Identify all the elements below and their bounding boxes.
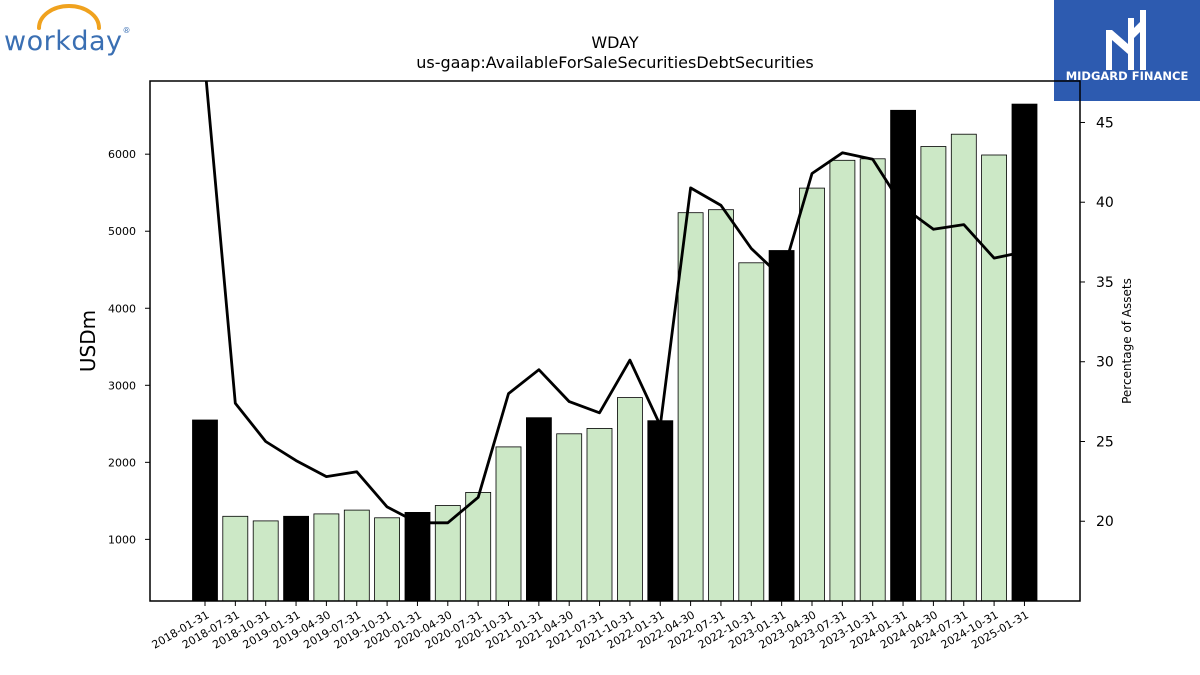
workday-registered-mark: ® bbox=[122, 26, 132, 35]
bar bbox=[465, 491, 492, 602]
bar bbox=[677, 212, 704, 602]
y-tick-label: 1000 bbox=[108, 533, 136, 546]
bar bbox=[404, 512, 431, 602]
y2-axis-label: Percentage of Assets bbox=[1120, 278, 1134, 404]
bar bbox=[920, 146, 947, 602]
y2-tick-label: 30 bbox=[1096, 355, 1114, 371]
y-tick-label: 6000 bbox=[108, 148, 136, 161]
workday-arc-icon bbox=[37, 4, 101, 30]
y2-tick-label: 20 bbox=[1096, 514, 1114, 530]
bar bbox=[283, 515, 310, 602]
left-axis: 1000 2000 3000 4000 5000 6000 bbox=[108, 148, 150, 546]
bar bbox=[950, 133, 977, 602]
percentage-line bbox=[204, 81, 1025, 525]
bar bbox=[617, 397, 643, 602]
midgard-monogram-icon bbox=[1106, 10, 1146, 70]
y-axis-label: USDm bbox=[76, 310, 100, 372]
bar bbox=[859, 158, 886, 602]
workday-wordmark-text: workday bbox=[4, 26, 123, 57]
y2-tick-label: 35 bbox=[1096, 275, 1114, 291]
plot-border bbox=[149, 80, 1081, 602]
bar bbox=[890, 109, 916, 602]
bar bbox=[526, 417, 552, 602]
bar bbox=[708, 209, 734, 602]
bar bbox=[981, 154, 1007, 602]
bar bbox=[799, 187, 825, 602]
y2-tick-label: 40 bbox=[1096, 195, 1114, 211]
bar bbox=[192, 419, 218, 602]
bar bbox=[495, 446, 522, 602]
bar bbox=[768, 250, 795, 602]
y-tick-label: 2000 bbox=[108, 456, 136, 469]
bar bbox=[434, 505, 461, 602]
bar-series bbox=[192, 103, 1038, 602]
bar bbox=[738, 262, 765, 602]
bar bbox=[222, 515, 249, 602]
y2-tick-label: 45 bbox=[1096, 115, 1114, 131]
workday-logo: workday® bbox=[4, 4, 136, 58]
bar bbox=[1011, 103, 1038, 602]
x-axis: 2018-01-312018-07-312018-10-312019-01-31… bbox=[150, 601, 1031, 652]
bar bbox=[252, 520, 279, 602]
midgard-finance-wordmark: MIDGARD FINANCE bbox=[1065, 69, 1189, 83]
y-tick-label: 3000 bbox=[108, 379, 136, 392]
bar bbox=[313, 513, 340, 602]
chart-subtitle: us-gaap:AvailableForSaleSecuritiesDebtSe… bbox=[416, 53, 814, 72]
workday-wordmark: workday® bbox=[4, 26, 131, 57]
bar bbox=[556, 433, 583, 602]
y-tick-label: 5000 bbox=[108, 225, 136, 238]
midgard-finance-logo: MIDGARD FINANCE bbox=[1054, 0, 1200, 101]
plot-frame bbox=[149, 80, 1081, 602]
chart-title: WDAY bbox=[591, 33, 639, 52]
y2-tick-label: 25 bbox=[1096, 434, 1114, 450]
bar bbox=[586, 427, 613, 602]
bar bbox=[829, 159, 856, 602]
line-series bbox=[204, 81, 1025, 525]
bar bbox=[647, 420, 674, 602]
bar bbox=[343, 509, 370, 602]
bar bbox=[374, 517, 401, 602]
right-axis: 20 25 30 35 40 45 bbox=[1080, 115, 1114, 530]
y-tick-label: 4000 bbox=[108, 302, 136, 315]
